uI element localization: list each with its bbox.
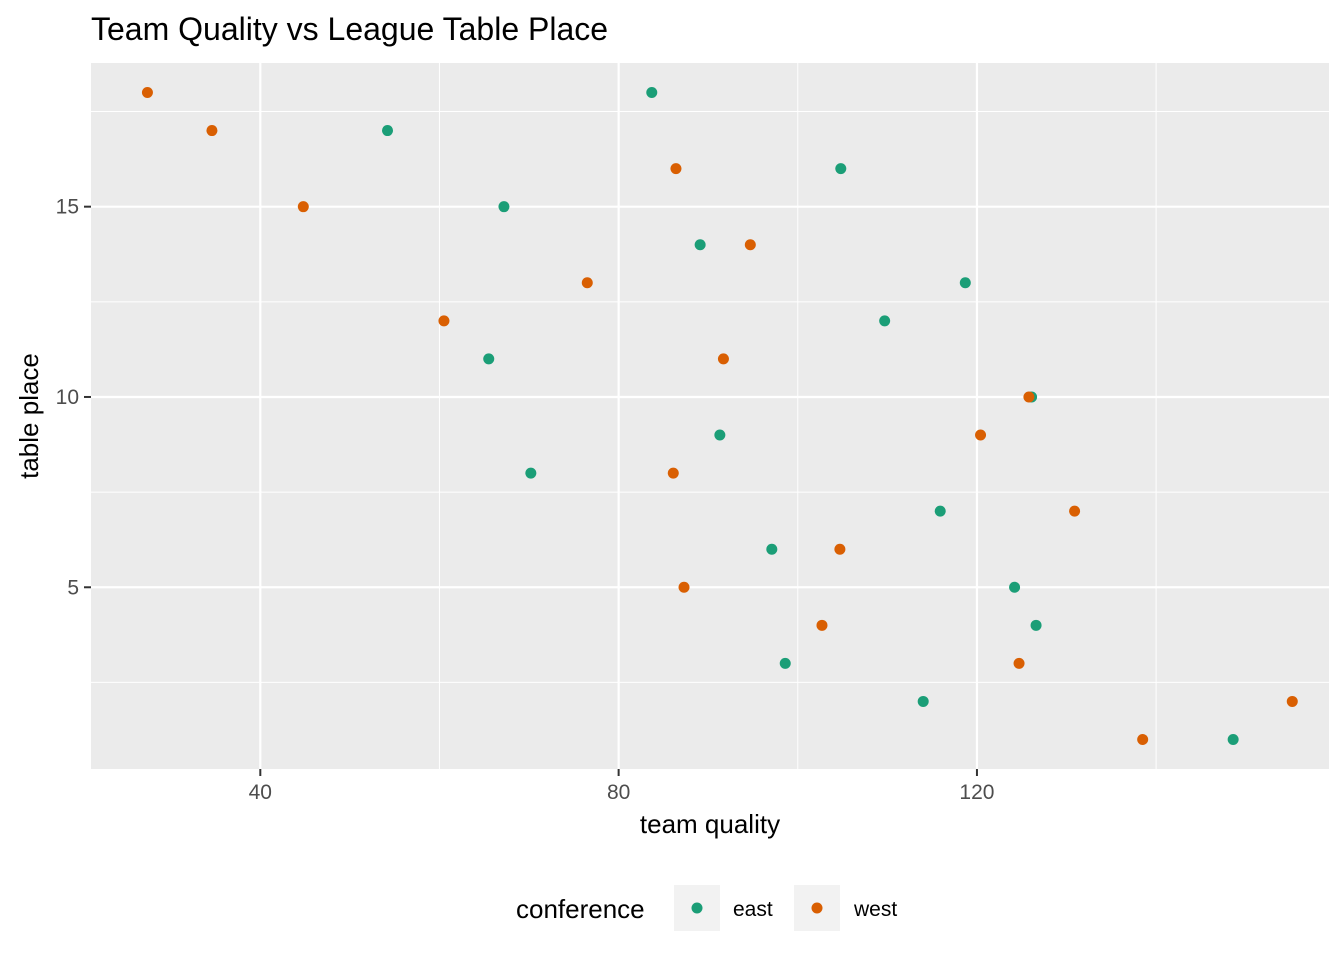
point-west xyxy=(297,201,309,213)
legend-dot-west xyxy=(811,902,823,914)
x-tick-label: 80 xyxy=(607,781,630,804)
point-east xyxy=(959,277,971,289)
point-east xyxy=(779,657,791,669)
point-west xyxy=(717,353,729,365)
data-points xyxy=(141,86,1298,746)
point-east xyxy=(835,163,847,175)
point-west xyxy=(141,86,153,98)
point-west xyxy=(206,125,218,137)
y-tick-label: 15 xyxy=(56,196,79,219)
y-tick-label: 10 xyxy=(56,386,79,409)
point-west xyxy=(975,429,987,441)
point-west xyxy=(670,163,682,175)
point-east xyxy=(879,315,891,327)
point-west xyxy=(581,277,593,289)
major-gridlines xyxy=(91,63,1329,769)
plot-panel xyxy=(91,63,1329,769)
point-east xyxy=(714,429,726,441)
legend-label-west: west xyxy=(853,898,897,921)
x-tick-label: 120 xyxy=(959,781,994,804)
point-west xyxy=(1023,391,1035,403)
y-axis-ticks: 5 10 15 xyxy=(56,196,91,599)
minor-gridlines xyxy=(91,63,1329,769)
point-west xyxy=(816,619,828,631)
point-east xyxy=(1227,734,1239,746)
point-west xyxy=(1286,695,1298,707)
point-west xyxy=(438,315,450,327)
point-east xyxy=(646,86,658,98)
point-east xyxy=(1009,581,1021,593)
y-axis-title: table place xyxy=(14,353,44,479)
point-east xyxy=(498,201,510,213)
legend: conference east west xyxy=(516,885,897,931)
point-east xyxy=(483,353,495,365)
point-east xyxy=(694,239,706,251)
y-tick-label: 5 xyxy=(67,576,79,599)
point-west xyxy=(744,239,756,251)
x-tick-label: 40 xyxy=(249,781,272,804)
point-east xyxy=(917,695,929,707)
point-east xyxy=(525,467,537,479)
point-west xyxy=(667,467,679,479)
point-west xyxy=(1069,505,1081,517)
point-east xyxy=(766,543,778,555)
point-east xyxy=(934,505,946,517)
x-axis-ticks: 40 80 120 xyxy=(249,769,994,804)
point-west xyxy=(678,581,690,593)
point-east xyxy=(382,125,394,137)
x-axis-title: team quality xyxy=(640,809,780,839)
legend-dot-east xyxy=(691,902,703,914)
point-west xyxy=(834,543,846,555)
point-west xyxy=(1013,657,1025,669)
point-west xyxy=(1137,734,1149,746)
point-east xyxy=(1030,619,1042,631)
chart-title: Team Quality vs League Table Place xyxy=(91,11,608,47)
legend-label-east: east xyxy=(733,898,773,921)
legend-title: conference xyxy=(516,894,645,924)
